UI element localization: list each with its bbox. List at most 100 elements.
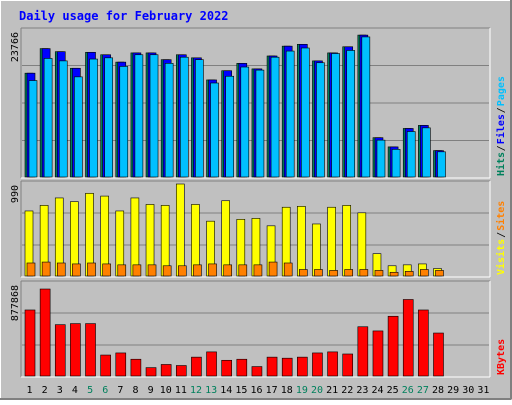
legend-separator: / (496, 232, 507, 238)
x-label-day-7: 7 (117, 385, 123, 396)
x-label-day-9: 9 (148, 385, 154, 396)
bar-kbytes-day-4 (70, 323, 81, 377)
bar-pages-day-17 (270, 56, 280, 178)
x-label-day-30: 30 (462, 385, 474, 396)
bar-pages-day-27 (422, 127, 431, 178)
bar-pages-day-14 (225, 75, 234, 178)
bar-pages-day-9 (149, 54, 159, 178)
chart-title: Daily usage for February 2022 (19, 9, 229, 23)
x-label-day-18: 18 (281, 385, 293, 396)
bar-pages-day-22 (346, 50, 356, 178)
bar-kbytes-day-26 (402, 299, 414, 377)
bar-kbytes-day-21 (327, 351, 338, 377)
bar-visits-day-10 (160, 205, 170, 277)
bar-kbytes-day-11 (175, 365, 187, 377)
bar-sites-day-2 (41, 261, 51, 277)
bar-visits-day-11 (175, 183, 185, 277)
bar-sites-day-12 (193, 264, 202, 277)
bar-kbytes-day-22 (342, 353, 354, 377)
bar-pages-day-3 (58, 60, 68, 178)
x-label-day-24: 24 (372, 385, 384, 396)
bar-sites-day-10 (162, 265, 172, 277)
bar-visits-day-19 (297, 206, 306, 277)
x-label-day-3: 3 (57, 385, 63, 396)
legend-sites: Sites (495, 201, 507, 231)
x-label-day-21: 21 (326, 385, 338, 396)
bar-kbytes-day-19 (297, 356, 308, 377)
bar-kbytes-day-27 (418, 309, 429, 377)
legend-separator: / (496, 145, 507, 151)
bar-kbytes-day-6 (100, 354, 111, 377)
x-label-day-14: 14 (220, 385, 232, 396)
bar-sites-day-24 (374, 270, 384, 277)
bar-kbytes-day-8 (130, 358, 142, 377)
bar-pages-day-11 (179, 56, 189, 178)
legend-files: Files (495, 114, 507, 144)
bar-pages-day-12 (195, 59, 204, 178)
bar-kbytes-day-17 (266, 356, 278, 377)
bar-sites-day-28 (435, 270, 444, 277)
bar-kbytes-day-1 (24, 309, 36, 377)
x-label-day-5: 5 (87, 385, 93, 396)
bar-sites-day-16 (253, 264, 263, 277)
bar-sites-day-18 (283, 262, 293, 277)
bar-sites-day-19 (299, 269, 308, 277)
bar-pages-day-15 (240, 66, 250, 178)
bar-sites-day-13 (208, 263, 217, 277)
bar-sites-day-5 (87, 262, 96, 277)
bar-sites-day-1 (26, 262, 36, 277)
bar-sites-day-11 (177, 265, 187, 277)
bar-kbytes-day-12 (191, 356, 202, 377)
y-max-label: 877868 (10, 285, 21, 321)
x-label-day-13: 13 (205, 385, 217, 396)
bar-visits-day-23 (357, 212, 367, 277)
x-label-day-16: 16 (250, 385, 262, 396)
panel-kbytes: 877868 KBytes (10, 280, 507, 378)
bar-visits-day-21 (327, 206, 336, 277)
x-label-day-31: 31 (477, 385, 489, 396)
bar-pages-day-13 (210, 82, 219, 178)
bar-kbytes-day-3 (54, 324, 66, 377)
bar-pages-day-23 (361, 36, 371, 178)
bar-sites-day-14 (223, 264, 232, 277)
panel-visits-sites: 990 Visits/Sites (10, 180, 507, 278)
x-label-day-27: 27 (417, 385, 429, 396)
chart-panels: 23766Hits/Files/Pages990Visits/Sites8778… (10, 27, 507, 378)
bar-kbytes-day-15 (236, 358, 248, 377)
bar-sites-day-20 (314, 269, 323, 277)
bar-kbytes-day-23 (357, 326, 369, 377)
bar-pages-day-21 (331, 53, 340, 178)
bar-kbytes-day-25 (387, 315, 399, 377)
bar-pages-day-19 (301, 47, 310, 178)
bar-kbytes-day-18 (281, 357, 293, 377)
x-label-day-22: 22 (341, 385, 353, 396)
x-label-day-23: 23 (356, 385, 368, 396)
x-label-day-20: 20 (311, 385, 323, 396)
legend-kbytes: KBytes (496, 339, 507, 375)
x-label-day-26: 26 (402, 385, 414, 396)
bar-pages-day-28 (437, 151, 446, 178)
x-label-day-15: 15 (235, 385, 247, 396)
bar-kbytes-day-10 (160, 364, 172, 377)
x-label-day-11: 11 (175, 385, 187, 396)
bar-kbytes-day-24 (372, 330, 384, 377)
bar-sites-day-23 (359, 269, 369, 277)
bar-sites-day-17 (268, 261, 278, 277)
x-label-day-4: 4 (72, 385, 78, 396)
legend-visits: Visits (495, 239, 507, 275)
bar-sites-day-21 (329, 270, 338, 277)
bar-pages-day-25 (391, 149, 401, 178)
bar-pages-day-1 (28, 80, 38, 178)
x-label-day-29: 29 (447, 385, 459, 396)
bar-sites-day-7 (117, 264, 127, 277)
bar-sites-day-4 (72, 263, 81, 277)
bar-pages-day-8 (134, 54, 144, 178)
bar-sites-day-3 (56, 262, 66, 277)
bar-sites-day-25 (389, 271, 399, 277)
bar-pages-day-20 (316, 62, 325, 178)
bar-kbytes-day-2 (39, 288, 51, 377)
bar-kbytes-day-20 (312, 352, 323, 377)
bar-sites-day-22 (344, 269, 354, 277)
